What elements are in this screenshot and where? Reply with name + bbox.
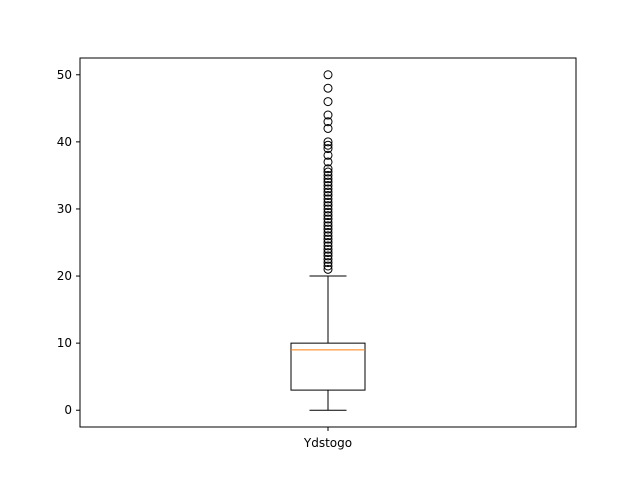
outlier-point: [323, 261, 333, 271]
outlier-point: [323, 234, 333, 244]
outlier-point: [323, 123, 333, 133]
outlier-point: [323, 97, 333, 107]
outlier-point: [323, 137, 333, 147]
outlier-point: [323, 238, 333, 247]
outlier-point: [323, 180, 333, 190]
outlier-point: [323, 164, 333, 174]
outlier-point: [323, 217, 333, 227]
outlier-point: [323, 177, 333, 187]
outlier-point: [323, 201, 333, 211]
outlier-point: [323, 248, 333, 258]
outlier-point: [323, 110, 333, 120]
outlier-point: [323, 150, 333, 160]
y-tick-label: 20: [57, 269, 72, 283]
y-axis: 0 10 20 30 40 50: [57, 68, 80, 417]
outlier-point: [323, 207, 333, 217]
outlier-point: [323, 191, 333, 201]
outlier-point: [323, 83, 333, 93]
outlier-point: [323, 254, 333, 264]
x-tick-label: Ydstogo: [303, 436, 352, 450]
y-tick-label: 0: [64, 403, 72, 417]
outlier-point: [323, 157, 333, 167]
outlier-point: [323, 211, 333, 221]
box-iqr: [290, 342, 366, 391]
outlier-point: [323, 264, 333, 274]
outlier-point: [323, 184, 333, 194]
outlier-point: [323, 231, 333, 241]
y-tick-label: 10: [57, 336, 72, 350]
outlier-point: [323, 251, 333, 261]
outlier-point: [323, 214, 333, 224]
outlier-point: [323, 194, 333, 204]
outlier-point: [323, 221, 333, 231]
outlier-point: [323, 144, 333, 154]
outlier-point: [323, 197, 333, 207]
y-tick-label: 40: [57, 135, 72, 149]
outlier-point: [323, 187, 333, 197]
x-axis: Ydstogo: [303, 427, 352, 450]
outlier-point: [323, 170, 333, 180]
outlier-point: [323, 117, 333, 127]
outlier-point: [323, 224, 333, 234]
outlier-point: [323, 244, 333, 254]
outlier-point: [323, 167, 333, 177]
outlier-point: [323, 258, 333, 268]
outlier-point: [323, 140, 333, 150]
y-tick-label: 30: [57, 202, 72, 216]
outlier-point: [323, 174, 333, 184]
plot-background: [80, 58, 576, 427]
outlier-point: [323, 241, 333, 251]
boxes-layer: [290, 70, 366, 411]
plot-frame: [79, 57, 577, 428]
outlier-point: [323, 70, 333, 80]
outlier-point: [323, 204, 333, 214]
y-tick-label: 50: [57, 68, 72, 82]
outlier-point: [323, 227, 333, 237]
